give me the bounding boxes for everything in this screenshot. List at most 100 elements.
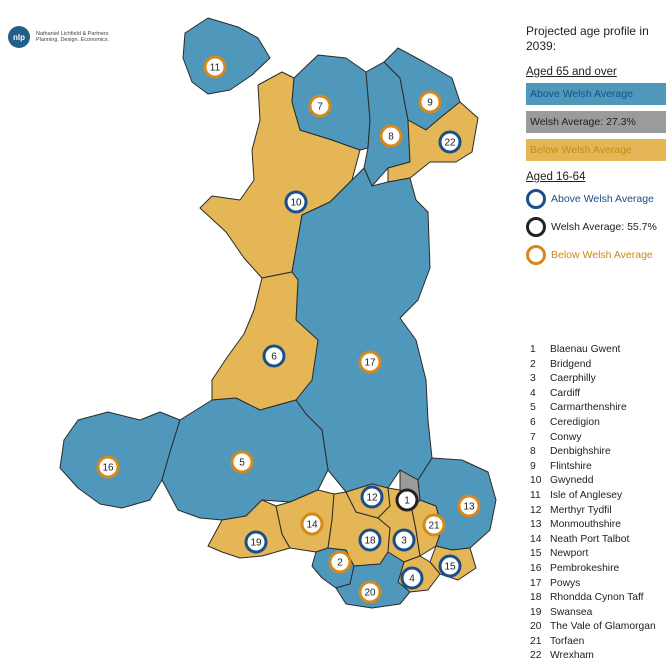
area-marker-14: 14 bbox=[300, 512, 324, 536]
key-row: 4 Cardiff bbox=[530, 387, 656, 402]
key-number: 21 bbox=[530, 635, 542, 647]
legend-aged65-below: Below Welsh Average bbox=[526, 139, 666, 161]
key-number: 11 bbox=[530, 489, 541, 501]
key-area-name: Newport bbox=[550, 548, 589, 560]
legend-aged65-above: Above Welsh Average bbox=[526, 83, 666, 105]
key-number: 5 bbox=[530, 402, 536, 414]
area-number-label: 11 bbox=[210, 63, 221, 74]
key-row: 11 Isle of Anglesey bbox=[530, 489, 656, 504]
area-marker-7: 7 bbox=[308, 94, 332, 118]
area-number-label: 20 bbox=[364, 588, 376, 599]
legend-ring-above-label: Above Welsh Average bbox=[551, 193, 654, 205]
key-area-name: Cardiff bbox=[550, 387, 581, 399]
legend-ring-above-icon bbox=[526, 189, 546, 209]
legend-ring-average-label: Welsh Average: 55.7% bbox=[551, 221, 657, 233]
key-number: 8 bbox=[530, 446, 536, 458]
key-row: 15 Newport bbox=[530, 547, 656, 562]
area-ring-icon bbox=[300, 512, 324, 536]
key-row: 3 Caerphilly bbox=[530, 372, 656, 387]
key-row: 7 Conwy bbox=[530, 431, 656, 446]
legend-ring-below-label: Below Welsh Average bbox=[551, 249, 653, 261]
area-marker-8: 8 bbox=[379, 124, 403, 148]
logo-text: Nathaniel Lichfield & Partners Planning.… bbox=[36, 31, 110, 43]
area-number-label: 13 bbox=[463, 502, 475, 513]
key-row: 13 Monmouthshire bbox=[530, 518, 656, 533]
area-ring-icon bbox=[438, 130, 462, 154]
key-row: 8 Denbighshire bbox=[530, 445, 656, 460]
key-number: 2 bbox=[530, 358, 536, 370]
key-area-name: Monmouthshire bbox=[550, 519, 621, 531]
area-number-label: 3 bbox=[401, 536, 407, 547]
key-number: 17 bbox=[530, 577, 542, 589]
area-ring-icon bbox=[418, 90, 442, 114]
key-row: 12 Merthyr Tydfil bbox=[530, 504, 656, 519]
area-marker-20: 20 bbox=[358, 580, 382, 604]
area-marker-2: 2 bbox=[328, 550, 352, 574]
key-area-name: Pembrokeshire bbox=[550, 562, 620, 574]
area-ring-icon bbox=[422, 513, 446, 537]
key-number: 13 bbox=[530, 519, 542, 531]
area-ring-icon bbox=[395, 488, 419, 512]
area-number-label: 21 bbox=[428, 521, 440, 532]
key-row: 17 Powys bbox=[530, 577, 656, 592]
area-marker-15: 15 bbox=[438, 554, 462, 578]
area-ring-icon bbox=[328, 550, 352, 574]
area-number-label: 7 bbox=[317, 102, 323, 113]
key-row: 21 Torfaen bbox=[530, 635, 656, 650]
area-ring-icon bbox=[262, 344, 286, 368]
area-marker-18: 18 bbox=[358, 528, 382, 552]
key-area-name: Ceredigion bbox=[550, 416, 600, 428]
legend-aged16-average: Welsh Average: 55.7% bbox=[526, 216, 666, 238]
area-ring-icon bbox=[358, 580, 382, 604]
area-ring-icon bbox=[284, 190, 308, 214]
key-number: 19 bbox=[530, 606, 542, 618]
key-row: 22 Wrexham bbox=[530, 649, 656, 664]
area-marker-5: 5 bbox=[230, 450, 254, 474]
region-20 bbox=[335, 551, 411, 609]
key-row: 6 Ceredigion bbox=[530, 416, 656, 431]
key-row: 19 Swansea bbox=[530, 606, 656, 621]
key-number: 10 bbox=[530, 475, 542, 487]
area-number-label: 18 bbox=[364, 536, 376, 547]
legend-aged65-average: Welsh Average: 27.3% bbox=[526, 111, 666, 133]
key-number: 15 bbox=[530, 548, 542, 560]
area-number-label: 8 bbox=[388, 132, 394, 143]
area-number-label: 12 bbox=[366, 493, 378, 504]
area-marker-21: 21 bbox=[422, 513, 446, 537]
key-row: 20 The Vale of Glamorgan bbox=[530, 620, 656, 635]
key-number: 12 bbox=[530, 504, 542, 516]
area-marker-10: 10 bbox=[284, 190, 308, 214]
area-number-label: 17 bbox=[364, 358, 376, 369]
logo: nlp Nathaniel Lichfield & Partners Plann… bbox=[8, 26, 116, 48]
key-area-name: Isle of Anglesey bbox=[550, 489, 623, 501]
legend: Projected age profile in 2039: Aged 65 a… bbox=[526, 24, 666, 272]
legend-swatch-average: Welsh Average: 27.3% bbox=[526, 111, 666, 133]
key-area-name: Wrexham bbox=[550, 650, 594, 662]
key-area-name: Denbighshire bbox=[550, 446, 611, 458]
area-marker-9: 9 bbox=[418, 90, 442, 114]
key-row: 1 Blaenau Gwent bbox=[530, 343, 656, 358]
area-ring-icon bbox=[392, 528, 416, 552]
area-ring-icon bbox=[457, 494, 481, 518]
area-number-label: 19 bbox=[250, 538, 262, 549]
key-area-name: Gwynedd bbox=[550, 475, 594, 487]
legend-ring-below-icon bbox=[526, 245, 546, 265]
area-ring-icon bbox=[244, 530, 268, 554]
area-ring-icon bbox=[308, 94, 332, 118]
key-row: 14 Neath Port Talbot bbox=[530, 533, 656, 548]
area-marker-16: 16 bbox=[96, 455, 120, 479]
logo-mark: nlp bbox=[8, 26, 30, 48]
area-ring-icon bbox=[96, 455, 120, 479]
key-row: 9 Flintshire bbox=[530, 460, 656, 475]
area-marker-22: 22 bbox=[438, 130, 462, 154]
key-row: 2 Bridgend bbox=[530, 358, 656, 373]
area-number-label: 22 bbox=[444, 138, 456, 149]
legend-aged16-below: Below Welsh Average bbox=[526, 244, 666, 266]
area-number-label: 9 bbox=[427, 98, 433, 109]
area-number-label: 16 bbox=[102, 463, 114, 474]
key-area-name: Blaenau Gwent bbox=[550, 344, 621, 355]
key-area-name: Conwy bbox=[550, 431, 582, 443]
key-area-name: Neath Port Talbot bbox=[550, 533, 630, 545]
area-number-label: 14 bbox=[306, 520, 318, 531]
